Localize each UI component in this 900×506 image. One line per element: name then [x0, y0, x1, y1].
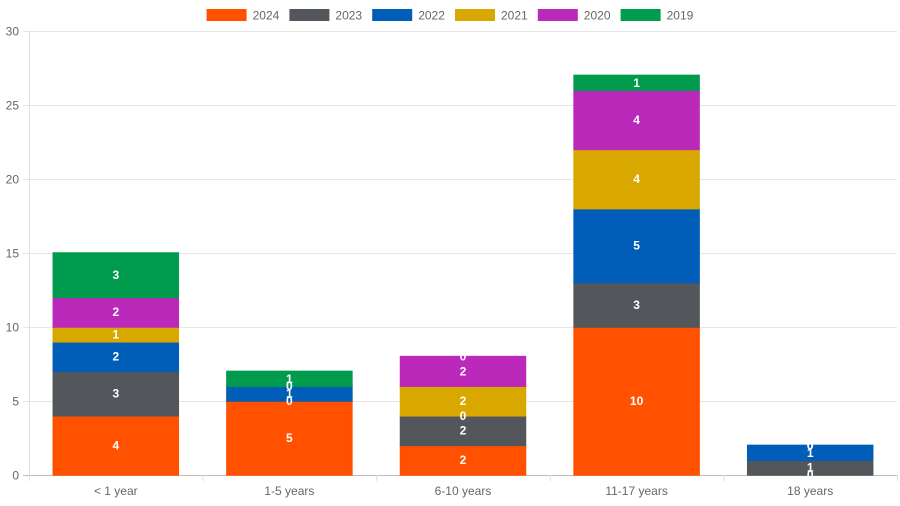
data-label: 0 [807, 438, 814, 452]
data-label: 2 [460, 394, 467, 408]
legend-swatch [206, 9, 247, 21]
legend-label: 2024 [253, 9, 280, 23]
bar-segment [226, 400, 353, 476]
bar-segment [573, 74, 700, 91]
bar-segment [399, 355, 527, 387]
x-axis: < 1 year 1-5 years 6-10 years 11-17 years 18… [94, 475, 898, 498]
x-tick-label: 6-10 years [435, 484, 492, 498]
data-label: 0 [807, 438, 814, 452]
data-label: 0 [286, 379, 293, 393]
data-label: 1 [633, 76, 640, 90]
x-tick-label: 11-17 years [605, 484, 667, 498]
bar-segment [746, 444, 874, 461]
x-tick-label: 1-5 years [264, 484, 314, 498]
y-tick-label: 20 [6, 173, 20, 187]
data-label: 2 [460, 364, 467, 378]
legend-swatch [537, 9, 578, 21]
bar-segment [52, 370, 180, 417]
data-label: 10 [630, 394, 644, 408]
legend-label: 2021 [501, 9, 528, 23]
legend: 2024 2023 2022 2021 2020 2019 [206, 9, 694, 23]
y-tick-label: 30 [6, 25, 20, 39]
data-label: 0 [807, 468, 814, 482]
bar-segment [573, 281, 700, 328]
bar-segment [399, 385, 527, 417]
data-label: 1 [112, 327, 119, 341]
data-label: 0 [286, 394, 293, 408]
bar-segment [226, 370, 353, 387]
data-label: 3 [112, 268, 119, 282]
data-label: 5 [633, 239, 640, 253]
data-label: 3 [633, 298, 640, 312]
x-tick-label: < 1 year [94, 484, 138, 498]
data-label: 2 [112, 350, 119, 364]
data-label: 1 [807, 446, 814, 460]
data-label: 1 [286, 387, 293, 401]
data-label: 0 [460, 350, 467, 364]
data-label: 1 [807, 461, 814, 475]
data-label: 1 [286, 372, 293, 386]
legend-swatch [620, 9, 661, 21]
y-tick-label: 15 [6, 247, 20, 261]
data-label: 0 [460, 409, 467, 423]
bar-segment [573, 148, 700, 210]
y-tick-label: 10 [6, 321, 20, 335]
data-label: 4 [633, 113, 640, 127]
bar-segment [52, 415, 180, 476]
y-tick-label: 5 [12, 395, 19, 409]
data-label: 5 [286, 431, 293, 445]
bar-segment [399, 444, 527, 476]
data-label: 2 [112, 305, 119, 319]
data-label: 3 [112, 387, 119, 401]
data-label: 2 [460, 453, 467, 467]
y-tick-label: 25 [6, 99, 20, 113]
y-axis: 0 5 10 15 20 25 30 [6, 25, 30, 483]
bar-segment [52, 296, 180, 328]
x-tick-label: 18 years [787, 484, 833, 498]
legend-label: 2023 [335, 9, 362, 23]
legend-label: 2019 [667, 9, 694, 23]
legend-label: 2022 [418, 9, 445, 23]
legend-label: 2020 [584, 9, 611, 23]
legend-swatch [289, 9, 330, 21]
bar-segment [52, 252, 180, 299]
bars [52, 74, 874, 476]
bar-segment [573, 326, 700, 476]
y-tick-label: 0 [12, 469, 19, 483]
data-label: 4 [112, 438, 119, 452]
bar-segment [573, 207, 700, 284]
data-label: 2 [460, 424, 467, 438]
data-label: 0 [286, 379, 293, 393]
legend-swatch [372, 9, 413, 21]
data-label: 4 [633, 172, 640, 186]
legend-swatch [455, 9, 495, 21]
bar-segment [573, 89, 700, 151]
data-label: 0 [807, 438, 814, 452]
